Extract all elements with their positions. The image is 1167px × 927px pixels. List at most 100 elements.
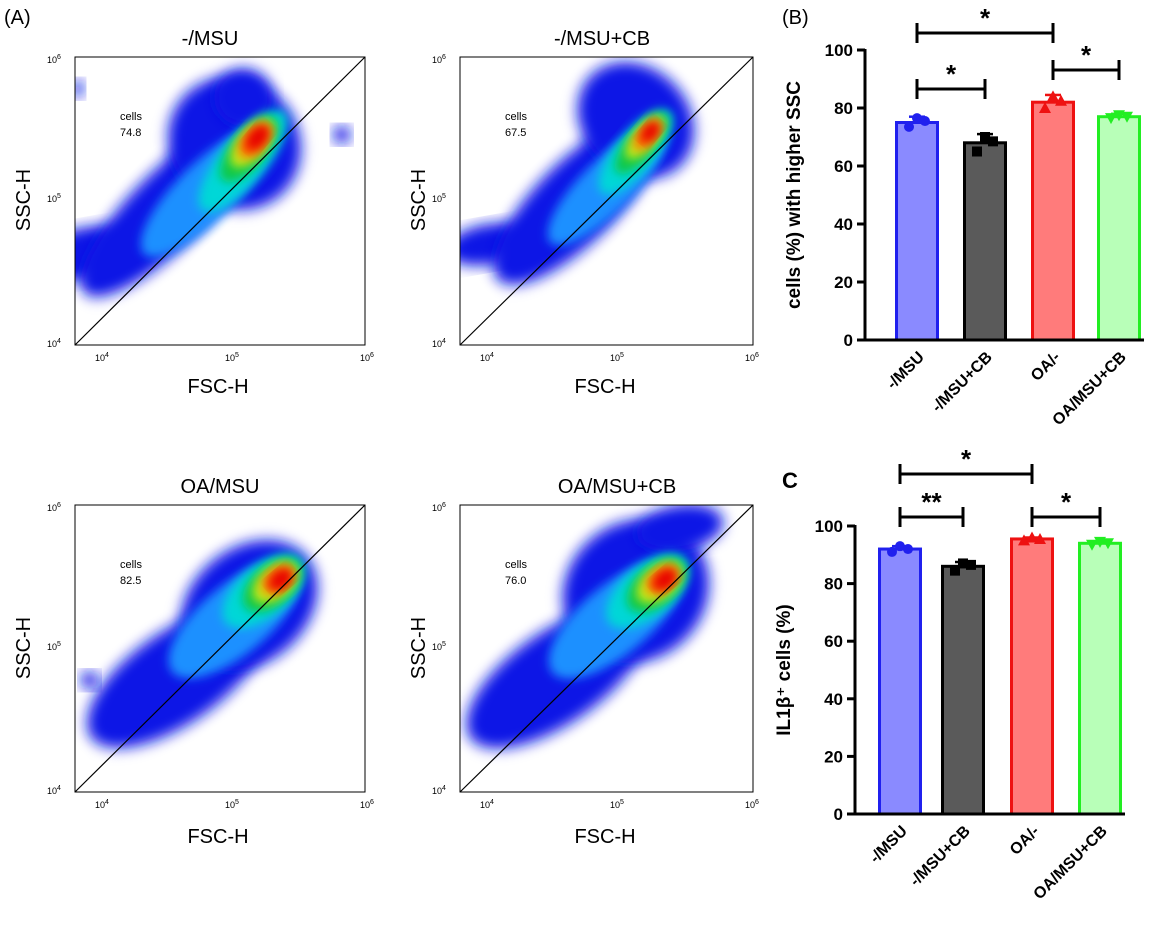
tick-exponent: 5 [442,193,446,200]
gate-label: cells [120,559,143,571]
tick-exponent: 4 [442,338,446,345]
significance-label: * [1081,40,1092,70]
y-tick-label: 104 [432,338,446,349]
tick-exponent: 6 [755,799,759,806]
tick-exponent: 5 [235,352,239,359]
gate-value: 74.8 [120,127,141,139]
diagonal-gate-line [459,504,754,793]
density-level [269,568,293,591]
y-tick-label: 105 [432,641,446,652]
x-axis-title: FSC-H [574,376,635,398]
y-tick-label: 106 [432,502,446,513]
y-axis-title: SSC-H [13,169,35,231]
tick-exponent: 4 [105,352,109,359]
bar [895,121,939,342]
data-point [1018,534,1030,546]
data-point [895,541,905,552]
tick-exponent: 4 [105,799,109,806]
x-tick-label: 106 [360,352,374,363]
data-point [1026,531,1038,543]
tick-exponent: 4 [442,785,446,792]
density-level [75,80,84,98]
data-point [1055,94,1067,106]
bar [1078,541,1122,816]
tick-base: 10 [610,800,620,810]
y-tick-label: 80 [834,99,853,118]
flow-plot-title: OA/MSU+CB [558,476,676,498]
flow-plot-title: OA/MSU [181,476,260,498]
tick-exponent: 6 [442,502,446,509]
x-axis-title: FSC-H [187,826,248,848]
y-axis-title: SSC-H [408,169,430,231]
panel-label-b: (B) [782,7,809,29]
y-tick-label: 100 [825,41,853,60]
data-point [887,546,897,557]
bar [941,564,985,816]
flow-plot-title: -/MSU [182,28,239,50]
y-tick-label: 100 [815,517,843,536]
tick-exponent: 6 [57,54,61,61]
tick-base: 10 [225,353,235,363]
density-level [246,125,270,151]
bar [878,547,922,816]
x-tick-label: -/MSU [867,823,911,867]
x-tick-label: 106 [745,799,759,810]
bar-chart-b: 0 20 40 60 80 100 cells (%) with higher SSC -/M… [784,3,1144,429]
data-point [950,565,960,576]
x-tick-label: 104 [95,799,109,810]
x-tick-label: 104 [95,352,109,363]
tick-base: 10 [95,800,105,810]
tick-base: 10 [47,786,57,796]
tick-base: 10 [47,642,57,652]
tick-base: 10 [480,800,490,810]
tick-base: 10 [47,339,57,349]
gate-label: cells [120,111,143,123]
y-tick-label: 104 [47,785,61,796]
density-cloud [466,505,724,749]
x-tick-label: 104 [480,352,494,363]
data-point [980,132,990,142]
data-point [912,113,922,124]
y-axis-title: cells (%) with higher SSC [784,81,805,309]
significance-label: * [946,59,957,89]
tick-base: 10 [95,353,105,363]
flow-plot-title: -/MSU+CB [554,28,650,50]
tick-exponent: 5 [57,193,61,200]
density-cloud [75,68,351,297]
density-cloud [80,540,318,748]
y-tick-label: 104 [432,785,446,796]
density-level [333,126,351,144]
tick-exponent: 4 [490,352,494,359]
y-tick-label: 105 [432,193,446,204]
tick-base: 10 [432,503,442,513]
y-tick-label: 105 [47,641,61,652]
tick-exponent: 6 [57,502,61,509]
data-point [1086,539,1098,551]
plot-frame [74,504,366,793]
y-axis-title: SSC-H [408,617,430,679]
x-tick-label: 105 [225,799,239,810]
x-axis-title: FSC-H [187,376,248,398]
y-tick-label: 0 [844,331,853,350]
gate-value: 67.5 [505,127,526,139]
significance-label: * [980,3,991,33]
y-tick-label: 104 [47,338,61,349]
x-tick-label: -/MSU+CB [929,349,996,416]
gate-label: cells [505,111,528,123]
data-point [958,558,968,569]
density-level [641,121,660,142]
density-level [214,68,273,127]
y-tick-label: 106 [432,54,446,65]
tick-base: 10 [432,339,442,349]
data-point [972,146,982,157]
x-tick-label: 104 [480,799,494,810]
data-point [988,136,998,147]
y-tick-label: 20 [824,747,843,766]
tick-exponent: 6 [442,54,446,61]
bar-chart-c: 0 20 40 60 80 100 IL1β⁺ cells (%) -/MSU-/MSU+CB… [774,444,1125,903]
